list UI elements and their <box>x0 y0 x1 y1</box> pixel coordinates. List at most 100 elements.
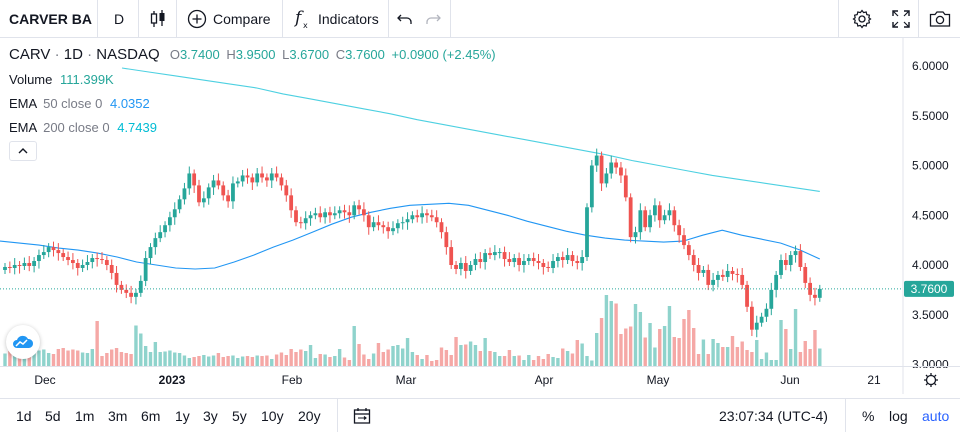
clock[interactable]: 23:07:34 (UTC-4) <box>719 407 828 424</box>
volume-bar <box>789 349 793 366</box>
candle <box>512 254 517 268</box>
bottom-toolbar: 1d 5d 1m 3m 6m 1y 3y 5y 10y 20y 23:07:34 (UTC-4) … <box>0 398 960 433</box>
toolbar-divider <box>838 0 839 38</box>
range-button-1y[interactable]: 1y <box>175 407 190 424</box>
legend-volume[interactable]: Volume 111.399K <box>9 72 114 87</box>
camera-icon[interactable] <box>929 0 951 38</box>
interval-button[interactable]: D <box>114 11 125 27</box>
fullscreen-icon[interactable] <box>892 0 910 38</box>
time-axis[interactable]: Dec 2023 Feb Mar Apr May Jun 21 <box>0 366 960 394</box>
candle <box>124 284 129 299</box>
volume-bar <box>546 354 550 366</box>
range-button-10y[interactable]: 10y <box>261 407 284 424</box>
auto-toggle[interactable]: auto <box>922 407 950 424</box>
volume-value: 111.399K <box>60 72 114 87</box>
range-button-3m[interactable]: 3m <box>108 407 128 424</box>
candle <box>754 315 759 338</box>
volume-bar <box>561 348 565 366</box>
volume-bar <box>245 356 250 366</box>
candle <box>323 208 327 224</box>
legend-collapse-button[interactable] <box>9 141 37 161</box>
ema200-value: 4.7439 <box>117 120 157 135</box>
symbol-button[interactable]: CARVER BA <box>9 11 92 27</box>
candle <box>279 173 284 191</box>
range-button-1m[interactable]: 1m <box>75 407 95 424</box>
chart-canvas[interactable]: 6.00005.50005.00004.50004.00003.50003.00… <box>0 38 960 372</box>
volume-bar <box>779 320 783 366</box>
candle <box>192 169 197 193</box>
time-tick-label: 21 <box>867 373 881 387</box>
legend-ema50[interactable]: EMA 50 close 0 4.0352 <box>9 96 150 111</box>
volume-bar <box>638 312 643 366</box>
candle <box>570 251 575 267</box>
volume-bar <box>711 339 715 366</box>
range-button-5y[interactable]: 5y <box>232 407 247 424</box>
volume-bar <box>507 350 512 366</box>
volume-bar <box>565 351 570 366</box>
date-range-icon[interactable] <box>353 399 371 432</box>
candle <box>798 244 803 271</box>
volume-bar <box>294 352 298 366</box>
candle <box>619 162 623 184</box>
range-button-3y[interactable]: 3y <box>203 407 218 424</box>
candle <box>648 209 652 233</box>
volume-bar <box>240 356 245 366</box>
log-toggle[interactable]: log <box>889 407 908 424</box>
time-tick-label: May <box>647 373 670 387</box>
legend-ticker[interactable]: CARV <box>9 46 51 63</box>
candle <box>7 261 12 274</box>
volume-bar <box>784 329 788 366</box>
range-button-5d[interactable]: 5d <box>45 407 61 424</box>
candle <box>725 264 730 283</box>
candle <box>240 169 245 187</box>
candle <box>109 259 114 280</box>
candle <box>376 215 381 231</box>
price-tick-label: 3.5000 <box>912 308 949 322</box>
volume-bar <box>333 356 337 366</box>
volume-bar <box>284 355 288 366</box>
candle <box>473 253 478 271</box>
candle <box>536 254 541 270</box>
range-button-20y[interactable]: 20y <box>298 407 321 424</box>
ema50-value: 4.0352 <box>109 96 150 111</box>
candle <box>492 245 497 261</box>
gear-icon[interactable] <box>852 0 872 38</box>
volume-bar <box>17 352 22 366</box>
cloud-logo[interactable] <box>6 325 40 359</box>
candle <box>12 258 17 275</box>
low-value: 3.6700 <box>289 47 330 62</box>
range-button-1d[interactable]: 1d <box>16 407 32 424</box>
candle <box>599 151 604 191</box>
candle <box>449 240 454 269</box>
volume-bar <box>56 349 61 366</box>
candle <box>502 246 507 267</box>
candle <box>226 189 230 208</box>
compare-button[interactable]: Compare <box>187 0 271 38</box>
candle <box>662 209 667 225</box>
candle <box>400 216 405 230</box>
legend-ema200[interactable]: EMA 200 close 0 4.7439 <box>9 120 157 135</box>
price-axis[interactable]: 6.00005.50005.00004.50004.00003.50003.00… <box>912 59 949 372</box>
volume-bar <box>662 326 667 366</box>
volume-bar <box>129 354 133 366</box>
candle <box>594 148 599 172</box>
redo-icon[interactable] <box>425 0 441 38</box>
volume-bar <box>396 345 400 366</box>
chart-area[interactable]: 6.0000 5.5000 5.0000 4.5000 4.0000 3.5000 3.00… <box>0 38 960 372</box>
volume-bar <box>725 347 730 366</box>
candle <box>177 195 182 214</box>
candle <box>381 221 386 234</box>
candle <box>541 259 546 275</box>
axis-settings-icon[interactable] <box>924 373 938 387</box>
legend-exchange: NASDAQ <box>96 46 160 63</box>
toolbar-divider <box>97 0 98 38</box>
candle <box>75 259 80 276</box>
undo-icon[interactable] <box>397 0 413 38</box>
candle <box>303 211 308 230</box>
candles-icon[interactable] <box>150 0 166 38</box>
candle <box>701 265 706 277</box>
volume-bar <box>260 356 264 366</box>
percent-toggle[interactable]: % <box>862 407 875 424</box>
range-button-6m[interactable]: 6m <box>141 407 161 424</box>
